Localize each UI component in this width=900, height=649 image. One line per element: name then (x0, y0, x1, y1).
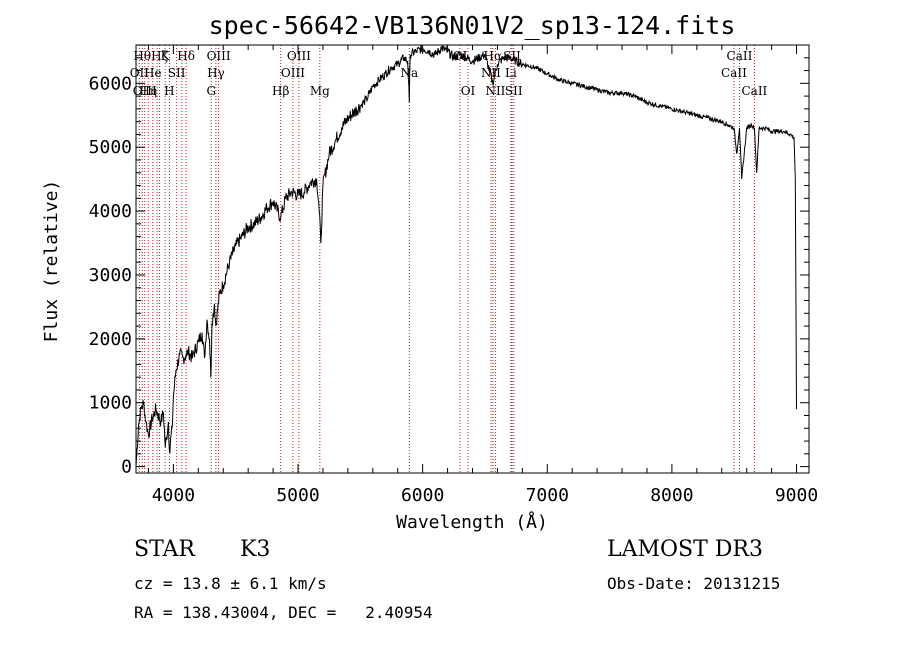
spectral-line-label: Hζ (151, 49, 168, 63)
x-tick-label: 7000 (526, 485, 569, 506)
spectral-line-label: OIII (133, 84, 157, 98)
spectral-line-label: Hδ (177, 49, 195, 63)
spectral-line-label: OIII (287, 49, 311, 63)
spectral-line-label: NII (485, 84, 505, 98)
x-tick-label: 6000 (401, 485, 444, 506)
spectrum-chart: spec-56642-VB136N01V2_sp13-124.fits OIIH… (41, 11, 818, 533)
redshift-cz: cz = 13.8 ± 6.1 km/s (134, 574, 327, 593)
spectral-line-label: He (144, 66, 162, 80)
spectrum-series-line (135, 44, 797, 467)
y-axis-ticks: 0 1000 2000 3000 4000 5000 6000 (89, 57, 809, 478)
spectral-line-label: CaII (741, 84, 767, 98)
x-tick-label: 5000 (276, 485, 319, 506)
y-tick-label: 6000 (89, 73, 132, 94)
y-tick-label: 0 (121, 457, 132, 478)
y-tick-label: 3000 (89, 265, 132, 286)
x-axis-label: Wavelength (Å) (396, 511, 548, 533)
spectral-line-label: H (164, 84, 174, 98)
spectral-line-label: CaII (727, 49, 753, 63)
spectral-line-label: Hη (139, 84, 157, 98)
object-class: STAR (134, 537, 195, 562)
survey-label: LAMOST DR3 (607, 537, 763, 562)
spectral-line-markers (138, 45, 755, 473)
x-tick-label: 8000 (650, 485, 693, 506)
y-tick-label: 4000 (89, 201, 132, 222)
object-subclass: K3 (240, 537, 271, 562)
spectral-line-label: OI (461, 84, 476, 98)
x-axis-ticks: 4000 5000 6000 7000 8000 9000 (147, 45, 818, 506)
y-axis-label: Flux (relative) (41, 180, 62, 343)
spectral-line-label: Hα (484, 49, 503, 63)
observation-date: Obs-Date: 20131215 (607, 574, 781, 593)
spectral-line-label: G (206, 84, 216, 98)
chart-title: spec-56642-VB136N01V2_sp13-124.fits (209, 11, 736, 40)
spectral-line-label: Li (505, 66, 517, 80)
y-tick-label: 2000 (89, 329, 132, 350)
y-tick-label: 5000 (89, 137, 132, 158)
spectral-line-label: K (161, 49, 171, 63)
spectral-line-label: OII (130, 66, 150, 80)
spectral-line-label: CaII (721, 66, 747, 80)
spectral-line-label: Hθ (133, 49, 151, 63)
coordinates: RA = 138.43004, DEC = 2.40954 (134, 603, 433, 622)
y-tick-label: 1000 (89, 393, 132, 414)
spectral-line-label: Hγ (207, 66, 225, 80)
spectral-line-label: Mg (310, 84, 330, 98)
spectral-line-labels: OIIHθOIIIHηHeHζKHSIIHδGHγOIIIHβOIIIOIIIM… (130, 49, 768, 98)
spectral-line-label: Hβ (272, 84, 289, 98)
spectral-line-label: OIII (207, 49, 231, 63)
x-tick-label: 9000 (775, 485, 818, 506)
spectral-line-label: OIII (281, 66, 305, 80)
plot-frame (135, 44, 810, 474)
spectral-line-label: SII (505, 84, 523, 98)
spectral-line-label: SII (168, 66, 186, 80)
x-tick-label: 4000 (152, 485, 195, 506)
